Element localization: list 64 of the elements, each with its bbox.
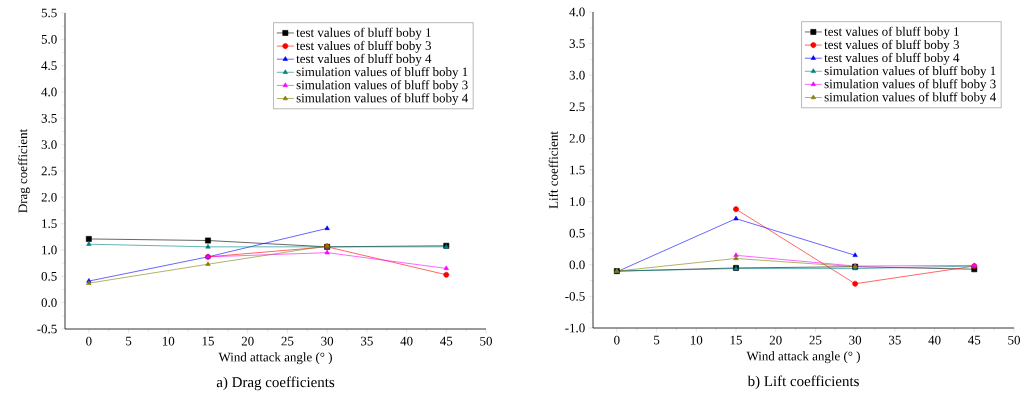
legend-label: test values of bluff boby 3 [296, 40, 431, 53]
x-tick-label: 5 [126, 336, 132, 346]
x-tick-label: 10 [162, 336, 175, 346]
y-tick-label: 3.0 [569, 70, 585, 80]
y-axis-title: Drag coefficient [17, 128, 30, 213]
y-tick-label: -0.5 [565, 292, 585, 301]
y-tick-label: 4.5 [41, 61, 57, 71]
text: b) Lift coefficients [747, 375, 859, 390]
x-tick-label: 0 [86, 336, 92, 346]
x-tick-label: 45 [440, 336, 453, 346]
x-tick-label: 20 [769, 335, 782, 345]
legend-label: test values of bluff boby 4 [296, 53, 432, 66]
y-tick-label: 1.0 [570, 197, 585, 206]
y-tick-label: 0.0 [41, 298, 57, 308]
y-tick-label: -0.5 [37, 324, 57, 334]
x-tick-label: 50 [1008, 335, 1020, 345]
x-tick-label: 40 [928, 335, 941, 345]
x-tick-label: 5 [654, 335, 660, 345]
y-tick-label: 2.5 [569, 102, 585, 112]
x-axis-title: Wind attack angle (° ) [746, 351, 860, 364]
y-tick-label: 2.0 [41, 192, 57, 202]
y-tick-label: 2.0 [569, 134, 585, 143]
legend-label: simulation values of bluff boby 4 [296, 93, 469, 106]
legend-label: simulation values of bluff boby 3 [296, 80, 468, 92]
legend-label: test values of bluff boby 1 [824, 26, 959, 39]
text: a) Drag coefficients [216, 376, 335, 391]
y-axis-title: Lift coefficient [548, 131, 558, 209]
y-tick-label: 0.5 [41, 271, 57, 281]
legend-label: simulation values of bluff boby 3 [824, 79, 996, 91]
x-axis-title: Wind attack angle (° ) [218, 352, 332, 365]
x-tick-label: 35 [889, 335, 901, 345]
y-tick-label: 3.0 [41, 140, 57, 150]
y-tick-label: 1.5 [42, 219, 57, 229]
x-tick-label: 0 [614, 335, 620, 345]
x-tick-label: 40 [400, 336, 413, 346]
y-tick-label: 4.0 [41, 87, 57, 97]
y-tick-label: 5.5 [41, 8, 57, 18]
x-tick-label: 15 [730, 335, 742, 345]
legend-label: simulation values of bluff boby 1 [824, 65, 996, 78]
x-tick-label: 15 [202, 336, 214, 346]
legend-label: test values of bluff boby 1 [296, 27, 431, 40]
x-tick-label: 50 [480, 336, 492, 346]
y-tick-label: 4.0 [569, 7, 585, 17]
y-tick-label: 0.5 [569, 228, 585, 238]
x-tick-label: 45 [968, 335, 981, 345]
y-tick-label: 1.0 [42, 245, 57, 255]
x-tick-label: 30 [321, 336, 334, 346]
x-tick-label: 35 [361, 336, 373, 346]
legend-label: simulation values of bluff boby 4 [824, 92, 997, 105]
y-tick-label: 3.5 [41, 113, 57, 123]
legend-label: simulation values of bluff boby 1 [296, 66, 468, 79]
y-tick-label: 3.5 [569, 39, 585, 48]
y-tick-label: 5.0 [41, 34, 57, 44]
legend-label: test values of bluff boby 3 [824, 39, 959, 52]
x-tick-label: 25 [281, 336, 294, 346]
legend-label: test values of bluff boby 4 [824, 52, 960, 65]
y-tick-label: 0.0 [569, 260, 585, 270]
x-tick-label: 25 [809, 335, 822, 345]
x-tick-label: 10 [690, 335, 703, 345]
y-tick-label: -1.0 [565, 323, 585, 333]
x-tick-label: 30 [849, 335, 862, 345]
y-tick-label: 1.5 [570, 165, 585, 175]
x-tick-label: 20 [241, 336, 254, 346]
y-tick-label: 2.5 [41, 166, 57, 176]
